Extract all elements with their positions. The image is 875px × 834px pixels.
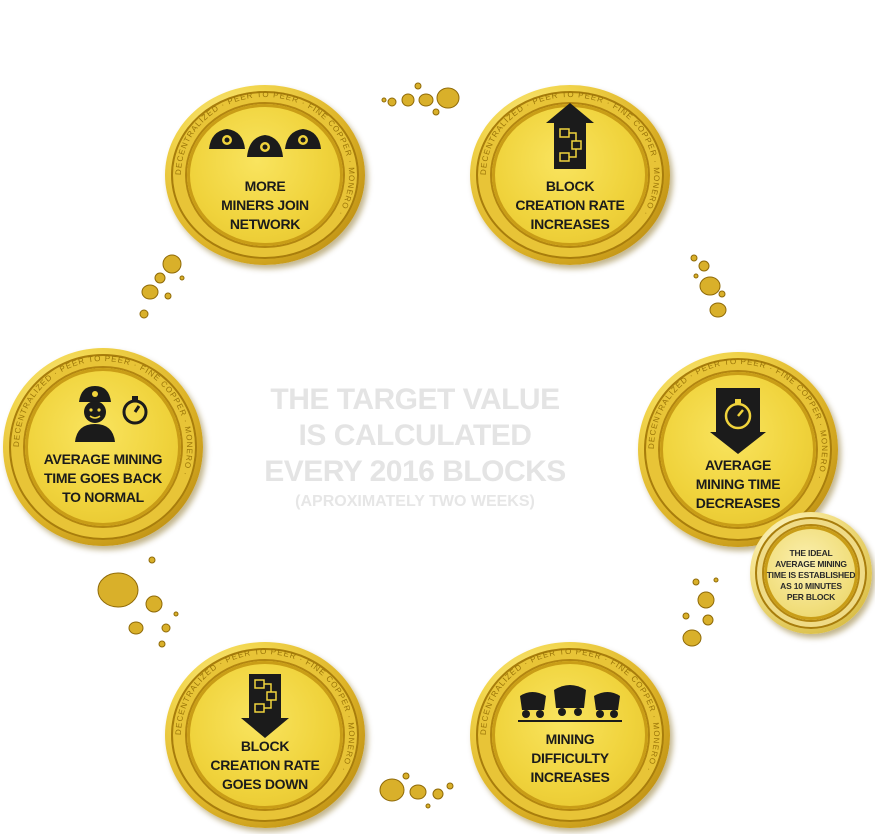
coin-ideal-time-label: THE IDEAL AVERAGE MINING TIME IS ESTABLI… xyxy=(766,548,856,602)
gold-nuggets-bottom xyxy=(379,772,454,809)
coin-avg-normal-label: AVERAGE MINING TIME GOES BACK TO NORMAL xyxy=(43,451,163,505)
gold-nuggets-left-upper xyxy=(139,254,185,319)
gold-nuggets-right-lower xyxy=(682,577,719,647)
coin-block-increases: DECENTRALIZED · PEER TO PEER · FINE COPP… xyxy=(470,85,670,265)
block-up-arrow-icon xyxy=(546,103,594,169)
mine-carts-icon xyxy=(518,685,622,722)
center-line-3: EVERY 2016 BLOCKS xyxy=(264,455,566,488)
coin-block-increases-label: BLOCK CREATION RATE INCREASES xyxy=(515,178,625,232)
miner-helmets-icon xyxy=(209,129,321,157)
gold-nuggets-top xyxy=(381,82,460,116)
center-line-4: (APROXIMATELY TWO WEEKS) xyxy=(295,493,535,510)
gold-nuggets-right-upper xyxy=(690,254,727,318)
coin-block-goes-down: DECENTRALIZED · PEER TO PEER · FINE COPP… xyxy=(165,642,365,828)
coin-avg-decreases-label: AVERAGE MINING TIME DECREASES xyxy=(695,457,781,511)
miner-stopwatch-icon xyxy=(75,386,148,442)
coin-avg-normal: DECENTRALIZED · PEER TO PEER · FINE COPP… xyxy=(3,348,203,546)
block-down-arrow-icon xyxy=(241,674,289,738)
coin-more-miners: DECENTRALIZED · PEER TO PEER · FINE COPP… xyxy=(165,85,365,265)
coin-more-miners-label: MORE MINERS JOIN NETWORK xyxy=(221,178,309,232)
gold-nuggets-left-lower xyxy=(97,556,179,648)
coin-ideal-time: THE IDEAL AVERAGE MINING TIME IS ESTABLI… xyxy=(750,512,872,634)
center-caption: THE TARGET VALUE IS CALCULATED EVERY 201… xyxy=(230,382,600,511)
coin-difficulty-increases: DECENTRALIZED · PEER TO PEER · FINE COPP… xyxy=(470,642,670,828)
stopwatch-down-arrow-icon xyxy=(710,388,766,454)
center-line-1: THE TARGET VALUE xyxy=(270,383,560,416)
center-line-2: IS CALCULATED xyxy=(298,419,532,452)
coin-block-down-label: BLOCK CREATION RATE GOES DOWN xyxy=(210,738,320,792)
coin-avg-decreases: DECENTRALIZED · PEER TO PEER · FINE COPP… xyxy=(638,352,838,547)
coin-difficulty-label: MINING DIFFICULTY INCREASES xyxy=(530,731,610,785)
